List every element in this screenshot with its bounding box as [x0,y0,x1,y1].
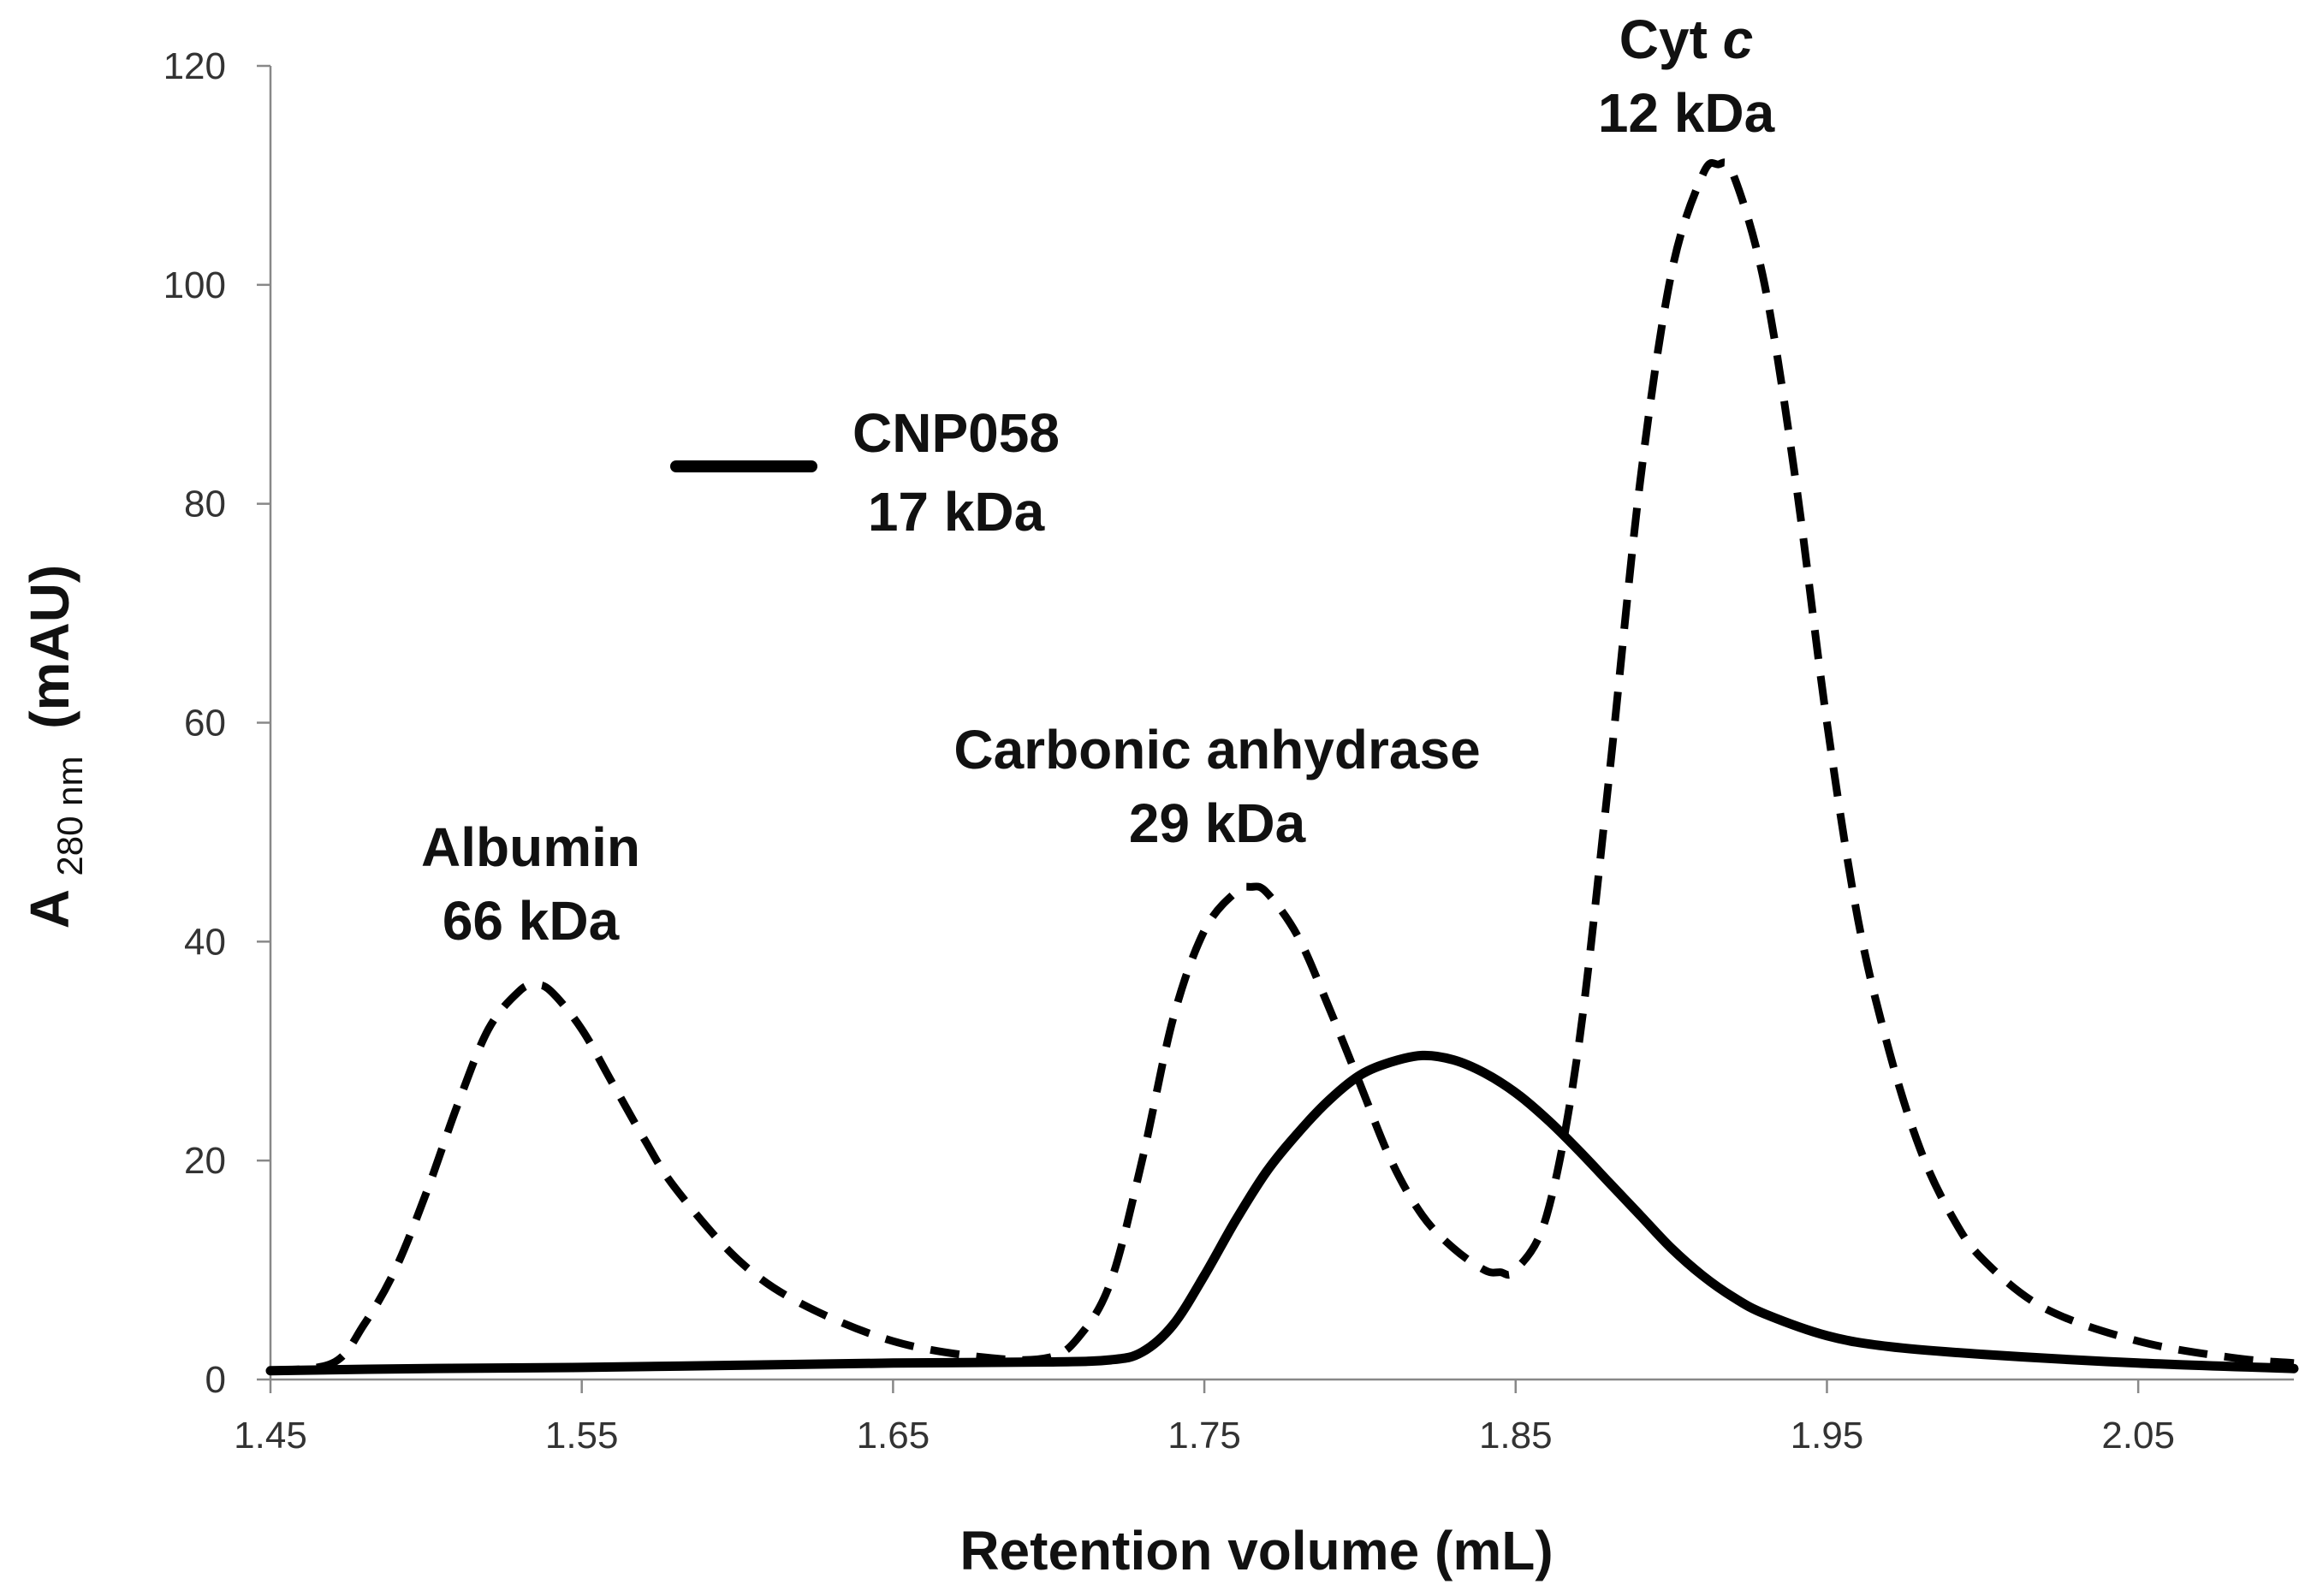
x-tick-label: 1.55 [545,1415,619,1457]
series-layer [265,158,2299,1376]
legend-label-cnp058: CNP058 [852,402,1060,464]
annotation-cytc-mass: 12 kDa [1598,82,1775,144]
y-tick-label: 100 [163,264,226,306]
x-axis-title: Retention volume (mL) [959,1520,1553,1581]
annotation-cytc-name-italic: c [1708,9,1753,70]
series-line-cnp058 [265,1050,2299,1376]
y-tick-label: 40 [184,921,226,963]
x-tick-label: 1.65 [857,1415,930,1457]
annotation-cytc-name-text: Cyt [1619,9,1708,70]
series-line-standards [270,158,2295,1375]
x-tick-label: 1.45 [234,1415,307,1457]
y-tick-label: 80 [184,484,226,525]
y-tick-label: 0 [205,1359,226,1401]
x-tick-label: 2.05 [2101,1415,2175,1457]
x-tick-label: 1.85 [1479,1415,1553,1457]
x-ticks: 1.45 1.55 1.65 1.75 1.85 1.95 2.05 [234,1379,2175,1457]
y-ticks: 0 20 40 60 80 100 120 [163,45,270,1401]
annotation-albumin-name: Albumin [421,816,640,878]
y-axis-title-unit: (mAU) [19,565,80,729]
y-axis-title-subscript: 280 nm [50,756,90,876]
annotation-albumin-name-text: Albumin [421,816,640,878]
y-tick-label: 120 [163,45,226,87]
x-tick-label: 1.95 [1791,1415,1864,1457]
y-axis-title: A 280 nm (mAU) [19,565,94,929]
annotation-cytc-name: Cyt c [1619,9,1754,70]
annotation-carbonic-name-text: Carbonic anhydrase [953,719,1480,780]
x-tick-label: 1.75 [1167,1415,1241,1457]
annotation-albumin-mass: 66 kDa [443,890,620,952]
y-axis-title-main: A [19,890,80,929]
annotation-layer: Albumin 66 kDa Carbonic anhydrase 29 kDa Cyt… [421,9,1775,952]
legend: CNP058 17 kDa [670,402,1060,543]
legend-label-cnp058-mass: 17 kDa [868,481,1045,543]
annotation-carbonic-name: Carbonic anhydrase [953,719,1480,780]
annotation-carbonic-mass: 29 kDa [1129,792,1306,854]
y-tick-label: 20 [184,1140,226,1182]
y-tick-label: 60 [184,703,226,745]
